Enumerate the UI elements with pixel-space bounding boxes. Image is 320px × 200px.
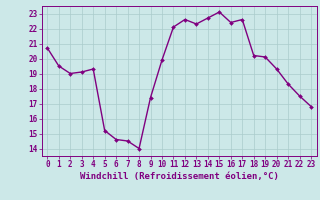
X-axis label: Windchill (Refroidissement éolien,°C): Windchill (Refroidissement éolien,°C) (80, 172, 279, 181)
